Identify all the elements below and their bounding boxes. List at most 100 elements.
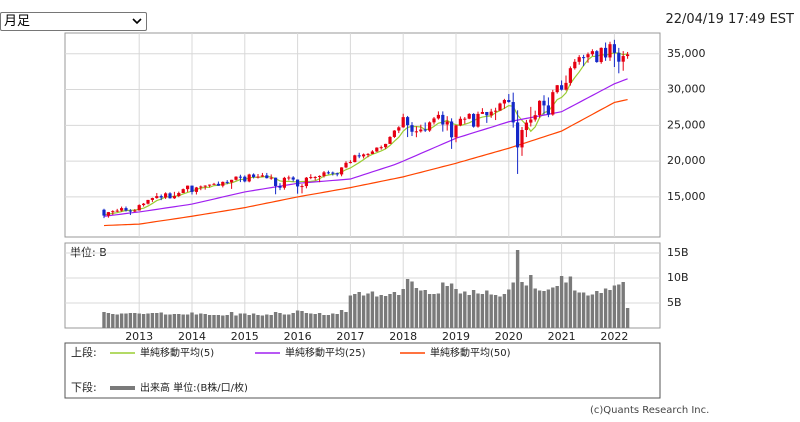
volume-bar (524, 285, 529, 328)
volume-bar (273, 312, 278, 328)
volume-bar (102, 312, 106, 328)
candle-body (313, 176, 317, 178)
candle-body (463, 118, 467, 120)
volume-bar (203, 314, 207, 328)
moving-average-line (103, 78, 628, 217)
volume-bar (194, 314, 199, 328)
candle-body (221, 181, 225, 186)
volume-bar (555, 286, 559, 328)
candle-body (511, 102, 515, 123)
volume-bar (269, 315, 273, 328)
volume-bar (326, 315, 331, 328)
volume-bar (432, 294, 436, 328)
candle-body (287, 177, 291, 179)
volume-bar (133, 313, 137, 328)
candle-body (573, 61, 577, 69)
volume-bar (529, 275, 533, 328)
candle-body (133, 210, 137, 212)
volume-bar (181, 314, 185, 328)
volume-bar (295, 310, 300, 328)
candle-body (410, 125, 414, 132)
y-tick-label: 20,000 (667, 154, 706, 167)
volume-bar (168, 314, 172, 328)
volume-bar (375, 296, 379, 328)
volume-bar (344, 312, 348, 328)
volume-bar (119, 313, 124, 328)
timestamp: 22/04/19 17:49 EST (665, 12, 794, 27)
candle-body (480, 111, 484, 114)
volume-bar (608, 290, 612, 328)
volume-bar (111, 314, 115, 328)
candle-body (586, 54, 590, 58)
candle-body (494, 110, 498, 112)
volume-bar (467, 295, 471, 328)
x-tick-label: 2022 (600, 330, 628, 343)
volume-bar (339, 310, 344, 328)
candle-body (392, 130, 396, 137)
y-tick-label: 30,000 (667, 83, 706, 96)
select-arrow (132, 18, 142, 25)
candle-body (476, 113, 480, 127)
volume-bar (366, 293, 370, 328)
candle-body (432, 118, 436, 123)
candle-body (362, 154, 366, 157)
candle-body (172, 195, 176, 199)
volume-bar (427, 294, 432, 328)
candle-body (340, 167, 344, 175)
volume-tick-label: 10B (667, 271, 689, 284)
volume-bar (313, 314, 317, 328)
volume-bar (331, 313, 335, 328)
volume-bar (485, 290, 489, 328)
volume-bar (265, 314, 269, 328)
volume-bar (489, 294, 493, 328)
candle-body (520, 130, 524, 148)
volume-bar (480, 294, 485, 328)
candle-body (159, 196, 163, 198)
candle-body (190, 185, 194, 192)
volume-bar (568, 276, 573, 328)
candle-body (164, 193, 168, 198)
candle-body (533, 115, 537, 120)
period-select-text: 月足 (4, 14, 31, 29)
volume-bar (595, 291, 599, 328)
y-tick-label: 25,000 (667, 118, 706, 131)
candle-body (397, 127, 401, 131)
volume-bar (238, 313, 243, 328)
volume-bar (414, 288, 419, 328)
legend-lower-label: 下段: (71, 380, 97, 394)
candle-body (282, 177, 286, 188)
volume-bar (476, 293, 480, 328)
volume-bar (520, 282, 524, 328)
volume-bar (410, 281, 414, 328)
volume-bar (502, 294, 507, 328)
legend-label: 単純移動平均(5) (140, 346, 214, 359)
candle-body (406, 117, 410, 126)
volume-bar (243, 313, 247, 328)
volume-bar (564, 282, 568, 328)
volume-bar (247, 315, 251, 328)
candle-body (128, 210, 132, 212)
period-select[interactable]: 月足 (0, 12, 147, 31)
volume-bar (454, 289, 458, 328)
volume-bar (612, 285, 617, 328)
candle-body (621, 56, 625, 62)
candle-body (445, 121, 449, 125)
candle-body (458, 118, 462, 126)
candle-body (120, 208, 124, 211)
volume-bar (577, 292, 581, 328)
volume-bar (278, 313, 282, 328)
volume-bar (190, 312, 194, 328)
candle-body (485, 111, 489, 116)
candle-body (419, 129, 423, 132)
candle-body (542, 100, 546, 106)
volume-bar (515, 250, 520, 328)
x-tick-label: 2021 (548, 330, 576, 343)
volume-bar (388, 294, 392, 328)
volume-bar (137, 313, 141, 328)
candle-body (265, 175, 269, 179)
x-tick-label: 2017 (336, 330, 364, 343)
volume-bar (599, 293, 603, 328)
candle-body (384, 143, 388, 148)
legend-label: 出来高 単位:(B株/口/枚) (140, 381, 248, 394)
volume-bar (287, 314, 291, 328)
